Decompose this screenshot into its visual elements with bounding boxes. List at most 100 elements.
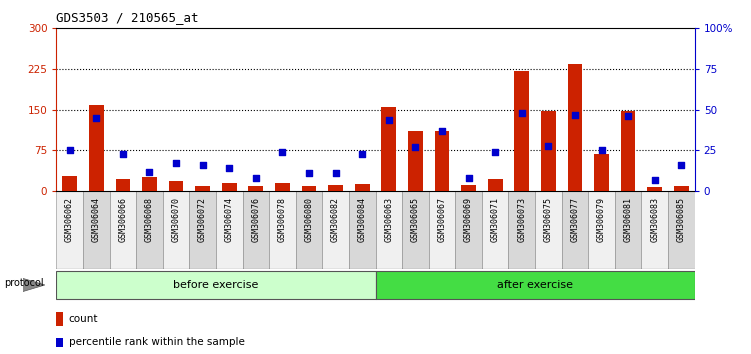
Text: GDS3503 / 210565_at: GDS3503 / 210565_at: [56, 11, 199, 24]
Text: GSM306069: GSM306069: [464, 198, 473, 242]
Text: GSM306078: GSM306078: [278, 198, 287, 242]
Text: before exercise: before exercise: [173, 280, 258, 290]
Point: [170, 161, 182, 166]
Bar: [56, 191, 83, 269]
Text: GSM306074: GSM306074: [225, 198, 234, 242]
Bar: [110, 191, 136, 269]
Point: [409, 144, 421, 150]
Text: GSM306075: GSM306075: [544, 198, 553, 242]
Point: [250, 175, 262, 181]
Bar: [514, 71, 529, 191]
Bar: [508, 191, 535, 269]
Text: protocol: protocol: [4, 278, 44, 289]
Text: GSM306073: GSM306073: [517, 198, 526, 242]
Bar: [216, 191, 243, 269]
Text: GSM306070: GSM306070: [171, 198, 180, 242]
Bar: [674, 186, 689, 191]
Point: [675, 162, 687, 168]
Bar: [163, 191, 189, 269]
Bar: [249, 186, 263, 191]
Bar: [136, 191, 163, 269]
Point: [356, 151, 368, 156]
Bar: [349, 191, 376, 269]
Bar: [275, 183, 290, 191]
Point: [569, 112, 581, 118]
Text: percentile rank within the sample: percentile rank within the sample: [68, 337, 244, 347]
Text: GSM306066: GSM306066: [119, 198, 128, 242]
Bar: [482, 191, 508, 269]
Bar: [429, 191, 455, 269]
Bar: [488, 179, 502, 191]
Bar: [322, 191, 349, 269]
Bar: [62, 176, 77, 191]
Bar: [243, 191, 269, 269]
Bar: [302, 186, 316, 191]
Point: [117, 151, 129, 156]
Text: GSM306065: GSM306065: [411, 198, 420, 242]
Bar: [568, 64, 582, 191]
Bar: [189, 191, 216, 269]
Text: GSM306082: GSM306082: [331, 198, 340, 242]
Bar: [296, 191, 322, 269]
Text: GSM306072: GSM306072: [198, 198, 207, 242]
Bar: [89, 105, 104, 191]
Text: GSM306079: GSM306079: [597, 198, 606, 242]
Point: [330, 170, 342, 176]
Text: GSM306080: GSM306080: [304, 198, 313, 242]
Bar: [83, 191, 110, 269]
Text: GSM306077: GSM306077: [571, 198, 580, 242]
Bar: [541, 111, 556, 191]
Text: GSM306076: GSM306076: [252, 198, 261, 242]
Point: [489, 149, 501, 155]
Bar: [621, 111, 635, 191]
Text: GSM306071: GSM306071: [490, 198, 499, 242]
Bar: [588, 191, 615, 269]
Point: [223, 166, 235, 171]
Bar: [402, 191, 429, 269]
Text: GSM306068: GSM306068: [145, 198, 154, 242]
Text: GSM306084: GSM306084: [357, 198, 366, 242]
Bar: [594, 154, 609, 191]
Text: GSM306083: GSM306083: [650, 198, 659, 242]
Point: [596, 148, 608, 153]
Point: [64, 148, 76, 153]
Text: GSM306062: GSM306062: [65, 198, 74, 242]
Bar: [461, 185, 476, 191]
Text: after exercise: after exercise: [497, 280, 573, 290]
Bar: [116, 179, 130, 191]
Point: [90, 115, 102, 121]
Bar: [455, 191, 482, 269]
Point: [143, 169, 155, 175]
Text: count: count: [68, 314, 98, 324]
Bar: [56, 270, 376, 299]
Point: [622, 113, 634, 119]
Bar: [562, 191, 588, 269]
Polygon shape: [23, 278, 45, 292]
Bar: [382, 107, 396, 191]
Bar: [169, 181, 183, 191]
Text: GSM306085: GSM306085: [677, 198, 686, 242]
Bar: [328, 185, 343, 191]
Point: [303, 170, 315, 176]
Bar: [641, 191, 668, 269]
Point: [649, 177, 661, 183]
Bar: [615, 191, 641, 269]
Bar: [647, 187, 662, 191]
Bar: [376, 270, 695, 299]
Bar: [376, 191, 402, 269]
Bar: [355, 184, 369, 191]
Text: GSM306064: GSM306064: [92, 198, 101, 242]
Point: [516, 110, 528, 116]
Point: [436, 128, 448, 134]
Point: [463, 175, 475, 181]
Bar: [222, 183, 237, 191]
Text: GSM306067: GSM306067: [438, 198, 447, 242]
Bar: [535, 191, 562, 269]
Point: [276, 149, 288, 155]
Bar: [195, 186, 210, 191]
Bar: [56, 338, 63, 347]
Bar: [56, 312, 63, 326]
Point: [383, 117, 395, 122]
Point: [197, 162, 209, 168]
Text: GSM306081: GSM306081: [623, 198, 632, 242]
